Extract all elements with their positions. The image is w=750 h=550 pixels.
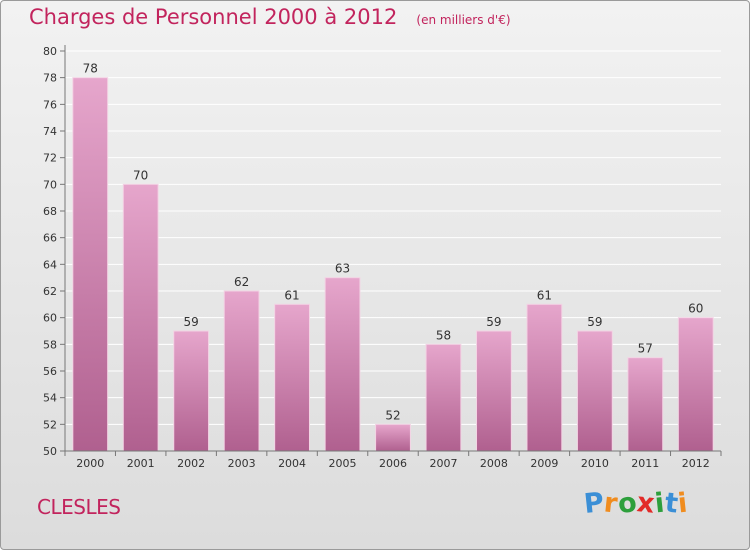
location-name: CLESLES xyxy=(37,495,121,519)
data-label: 59 xyxy=(184,315,199,329)
data-label: 61 xyxy=(284,288,299,302)
bar-2002 xyxy=(173,330,210,452)
x-tick-label: 2012 xyxy=(682,457,710,470)
data-label: 78 xyxy=(83,62,98,76)
x-tick-label: 2007 xyxy=(429,457,457,470)
bar-2012 xyxy=(677,317,714,452)
y-tick-label: 66 xyxy=(43,232,57,245)
y-tick-label: 52 xyxy=(43,418,57,431)
bar-2004 xyxy=(274,303,310,452)
data-label: 61 xyxy=(537,288,552,302)
y-tick-label: 60 xyxy=(43,312,57,325)
x-tick-label: 2008 xyxy=(480,457,508,470)
x-tick-label: 2001 xyxy=(127,457,155,470)
data-label: 62 xyxy=(234,275,249,289)
x-tick-label: 2006 xyxy=(379,457,407,470)
bar-2007 xyxy=(425,343,462,452)
chart-title: Charges de Personnel 2000 à 2012 xyxy=(29,5,398,29)
x-axis: 2000 2001 2002 2003 2004 2005 2006 2007 2008 2009… xyxy=(64,451,722,470)
y-tick-label: 58 xyxy=(43,338,57,351)
data-label: 70 xyxy=(133,168,148,182)
bar-2000 xyxy=(72,77,109,452)
y-tick-label: 56 xyxy=(43,365,57,378)
y-tick-label: 72 xyxy=(43,152,57,165)
y-tick-label: 50 xyxy=(43,445,57,458)
bar-2009 xyxy=(526,303,563,452)
y-axis: 50 52 54 56 58 60 62 64 66 68 70 72 74 76 78 80 xyxy=(43,45,65,458)
x-tick-label: 2004 xyxy=(278,457,306,470)
bar-2001 xyxy=(122,183,159,452)
x-tick-label: 2005 xyxy=(329,457,357,470)
y-tick-label: 70 xyxy=(43,178,57,191)
y-tick-label: 68 xyxy=(43,205,57,218)
x-tick-label: 2009 xyxy=(530,457,558,470)
data-label: 59 xyxy=(486,315,501,329)
y-tick-label: 76 xyxy=(43,98,57,111)
y-tick-label: 74 xyxy=(43,125,57,138)
x-tick-label: 2011 xyxy=(631,457,659,470)
brand-logo: Proxiti xyxy=(582,487,690,520)
data-label: 57 xyxy=(638,342,653,356)
x-tick-label: 2000 xyxy=(76,457,104,470)
data-label: 60 xyxy=(688,302,703,316)
bar-2010 xyxy=(576,330,613,452)
data-label: 58 xyxy=(436,328,451,342)
title-row: Charges de Personnel 2000 à 2012 (en mil… xyxy=(29,5,511,29)
y-tick-label: 78 xyxy=(43,72,57,85)
y-tick-label: 80 xyxy=(43,45,57,58)
bar-2006 xyxy=(375,423,411,452)
bar-2011 xyxy=(627,357,664,452)
x-tick-label: 2002 xyxy=(177,457,205,470)
bar-2008 xyxy=(476,330,512,452)
axes xyxy=(64,45,721,452)
bars xyxy=(72,77,714,452)
bar-2005 xyxy=(324,277,361,452)
chart-subtitle: (en milliers d'€) xyxy=(416,13,511,27)
data-label: 63 xyxy=(335,262,350,276)
data-label: 59 xyxy=(587,315,602,329)
data-labels: 78 70 59 62 61 63 52 58 59 61 59 57 60 xyxy=(83,62,704,423)
x-tick-label: 2010 xyxy=(581,457,609,470)
grid-lines xyxy=(65,50,721,452)
data-label: 52 xyxy=(385,408,400,422)
brand-letter: i xyxy=(676,487,690,520)
y-tick-label: 62 xyxy=(43,285,57,298)
bar-2003 xyxy=(223,290,260,452)
y-tick-label: 64 xyxy=(43,258,57,271)
y-tick-label: 54 xyxy=(43,392,57,405)
x-tick-label: 2003 xyxy=(228,457,256,470)
